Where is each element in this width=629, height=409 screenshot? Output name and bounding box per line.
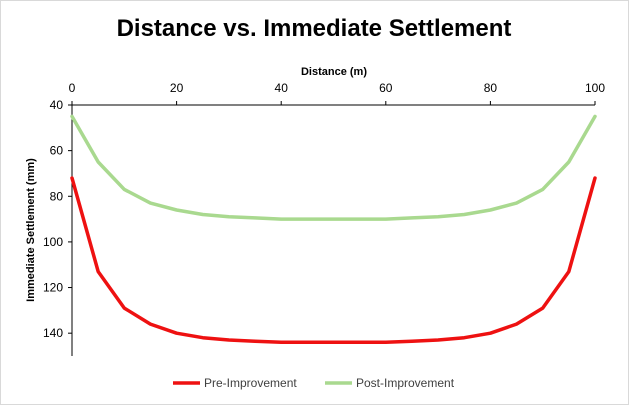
y-tick-label: 60: [50, 144, 64, 158]
series-lines: [70, 114, 597, 345]
y-tick-label: 120: [43, 281, 63, 295]
x-tick-label: 40: [275, 81, 289, 95]
x-axis-title: Distance (m): [301, 66, 367, 78]
x-tick-label: 60: [379, 81, 393, 95]
x-tick-label: 20: [170, 81, 184, 95]
series-line-post-improvement: [70, 114, 597, 221]
y-tick-label: 100: [43, 235, 63, 249]
x-tick-label: 80: [484, 81, 498, 95]
y-tick-label: 40: [50, 98, 64, 112]
axes: 0 20 40 60 80 100 40 60 80 100 120 140: [43, 81, 605, 356]
chart-title: Distance vs. Immediate Settlement: [117, 15, 512, 42]
series-line-pre-improvement: [70, 176, 597, 345]
y-axis-title: Immediate Settlement (mm): [25, 158, 37, 302]
y-tick-label: 140: [43, 326, 63, 340]
x-tick-label: 0: [69, 81, 76, 95]
legend-label-post-improvement: Post-Improvement: [356, 376, 455, 390]
legend: Pre-Improvement Post-Improvement: [173, 376, 455, 390]
y-tick-label: 80: [50, 189, 64, 203]
x-tick-label: 100: [585, 81, 605, 95]
legend-label-pre-improvement: Pre-Improvement: [204, 376, 297, 390]
